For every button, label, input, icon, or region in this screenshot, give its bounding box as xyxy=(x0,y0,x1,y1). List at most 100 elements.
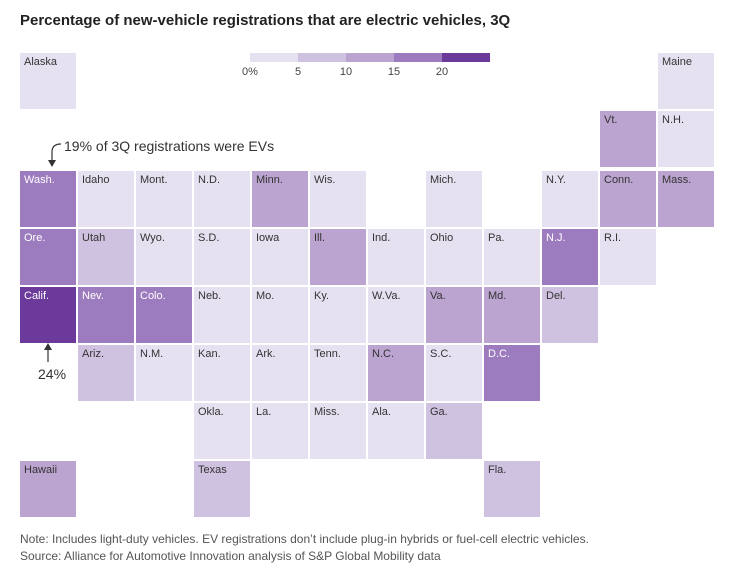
state-tile: Colo. xyxy=(136,287,192,343)
state-label: Wash. xyxy=(24,174,55,186)
state-tile: Nev. xyxy=(78,287,134,343)
state-label: Miss. xyxy=(314,406,340,418)
legend-tick-label: 10 xyxy=(339,66,353,78)
state-label: Ill. xyxy=(314,232,325,244)
legend-tick-label: 20 xyxy=(435,66,449,78)
state-label: Mont. xyxy=(140,174,168,186)
state-label: Colo. xyxy=(140,290,166,302)
state-label: S.D. xyxy=(198,232,220,244)
state-tile: Vt. xyxy=(600,111,656,167)
state-tile: Idaho xyxy=(78,171,134,227)
state-label: Del. xyxy=(546,290,566,302)
legend-swatch-1 xyxy=(298,53,346,62)
state-label: Iowa xyxy=(256,232,280,244)
state-label: Ariz. xyxy=(82,348,104,360)
state-label: Wyo. xyxy=(140,232,165,244)
state-tile: Alaska xyxy=(20,53,76,109)
state-tile: Fla. xyxy=(484,461,540,517)
footnote: Note: Includes light-duty vehicles. EV r… xyxy=(20,532,589,546)
state-label: W.Va. xyxy=(372,290,401,302)
state-tile: Ohio xyxy=(426,229,482,285)
state-tile: Ark. xyxy=(252,345,308,401)
state-tile: Mich. xyxy=(426,171,482,227)
state-label: Idaho xyxy=(82,174,110,186)
state-label: Calif. xyxy=(24,290,50,302)
state-label: Ky. xyxy=(314,290,330,302)
state-label: N.C. xyxy=(372,348,394,360)
state-tile: N.Y. xyxy=(542,171,598,227)
state-label: N.M. xyxy=(140,348,164,360)
state-label: Minn. xyxy=(256,174,283,186)
state-label: Neb. xyxy=(198,290,222,302)
state-label: R.I. xyxy=(604,232,622,244)
state-label: N.D. xyxy=(198,174,220,186)
state-tile: Ariz. xyxy=(78,345,134,401)
state-label: Ala. xyxy=(372,406,391,418)
state-label: Pa. xyxy=(488,232,505,244)
wash-annotation: 19% of 3Q registrations were EVs xyxy=(64,138,275,154)
state-tile: Pa. xyxy=(484,229,540,285)
state-label: D.C. xyxy=(488,348,510,360)
state-label: N.Y. xyxy=(546,174,566,186)
state-label: Mass. xyxy=(662,174,692,186)
state-tile: Minn. xyxy=(252,171,308,227)
state-label: Vt. xyxy=(604,114,618,126)
state-label: Utah xyxy=(82,232,106,244)
color-legend: 0% 5 10 15 20 xyxy=(240,53,500,83)
state-tile: Ky. xyxy=(310,287,366,343)
legend-tick-label: 0% xyxy=(242,66,258,78)
state-label: Mo. xyxy=(256,290,275,302)
state-tile: Texas xyxy=(194,461,250,517)
state-tile: Neb. xyxy=(194,287,250,343)
state-tile: Del. xyxy=(542,287,598,343)
state-tile: Tenn. xyxy=(310,345,366,401)
state-label: La. xyxy=(256,406,272,418)
state-tile: Miss. xyxy=(310,403,366,459)
state-tile: W.Va. xyxy=(368,287,424,343)
state-tile: Mo. xyxy=(252,287,308,343)
state-tile: D.C. xyxy=(484,345,540,401)
state-tile: S.C. xyxy=(426,345,482,401)
state-label: N.J. xyxy=(546,232,566,244)
state-tile: Hawaii xyxy=(20,461,76,517)
state-tile: Ind. xyxy=(368,229,424,285)
state-tile: N.J. xyxy=(542,229,598,285)
state-label: Texas xyxy=(198,464,227,476)
state-tile: Ore. xyxy=(20,229,76,285)
wash-annotation-arrow xyxy=(51,143,62,163)
state-tile: Kan. xyxy=(194,345,250,401)
state-label: Fla. xyxy=(488,464,507,476)
wash-arrowhead xyxy=(48,160,56,167)
state-label: N.H. xyxy=(662,114,684,126)
state-tile: N.C. xyxy=(368,345,424,401)
legend-swatch-3 xyxy=(394,53,442,62)
state-tile: R.I. xyxy=(600,229,656,285)
state-label: Ind. xyxy=(372,232,391,244)
state-label: Wis. xyxy=(314,174,336,186)
state-tile: S.D. xyxy=(194,229,250,285)
state-label: Conn. xyxy=(604,174,634,186)
state-label: Tenn. xyxy=(314,348,341,360)
state-label: Kan. xyxy=(198,348,221,360)
state-tile: Va. xyxy=(426,287,482,343)
state-label: S.C. xyxy=(430,348,452,360)
state-label: Nev. xyxy=(82,290,104,302)
state-tile: Calif. xyxy=(20,287,76,343)
state-label: Ohio xyxy=(430,232,454,244)
state-label: Okla. xyxy=(198,406,224,418)
state-tile: Mont. xyxy=(136,171,192,227)
state-tile: Ga. xyxy=(426,403,482,459)
chart-title: Percentage of new-vehicle registrations … xyxy=(20,12,511,29)
calif-arrowhead xyxy=(44,343,52,350)
state-label: Ga. xyxy=(430,406,448,418)
state-label: Alaska xyxy=(24,56,58,68)
state-label: Va. xyxy=(430,290,446,302)
source-note: Source: Alliance for Automotive Innovati… xyxy=(20,549,441,563)
state-tile: La. xyxy=(252,403,308,459)
state-tile: N.M. xyxy=(136,345,192,401)
state-tile: Ala. xyxy=(368,403,424,459)
state-tile: Wis. xyxy=(310,171,366,227)
state-tile: Wash. xyxy=(20,171,76,227)
state-label: Hawaii xyxy=(24,464,58,476)
state-label: Ark. xyxy=(256,348,276,360)
